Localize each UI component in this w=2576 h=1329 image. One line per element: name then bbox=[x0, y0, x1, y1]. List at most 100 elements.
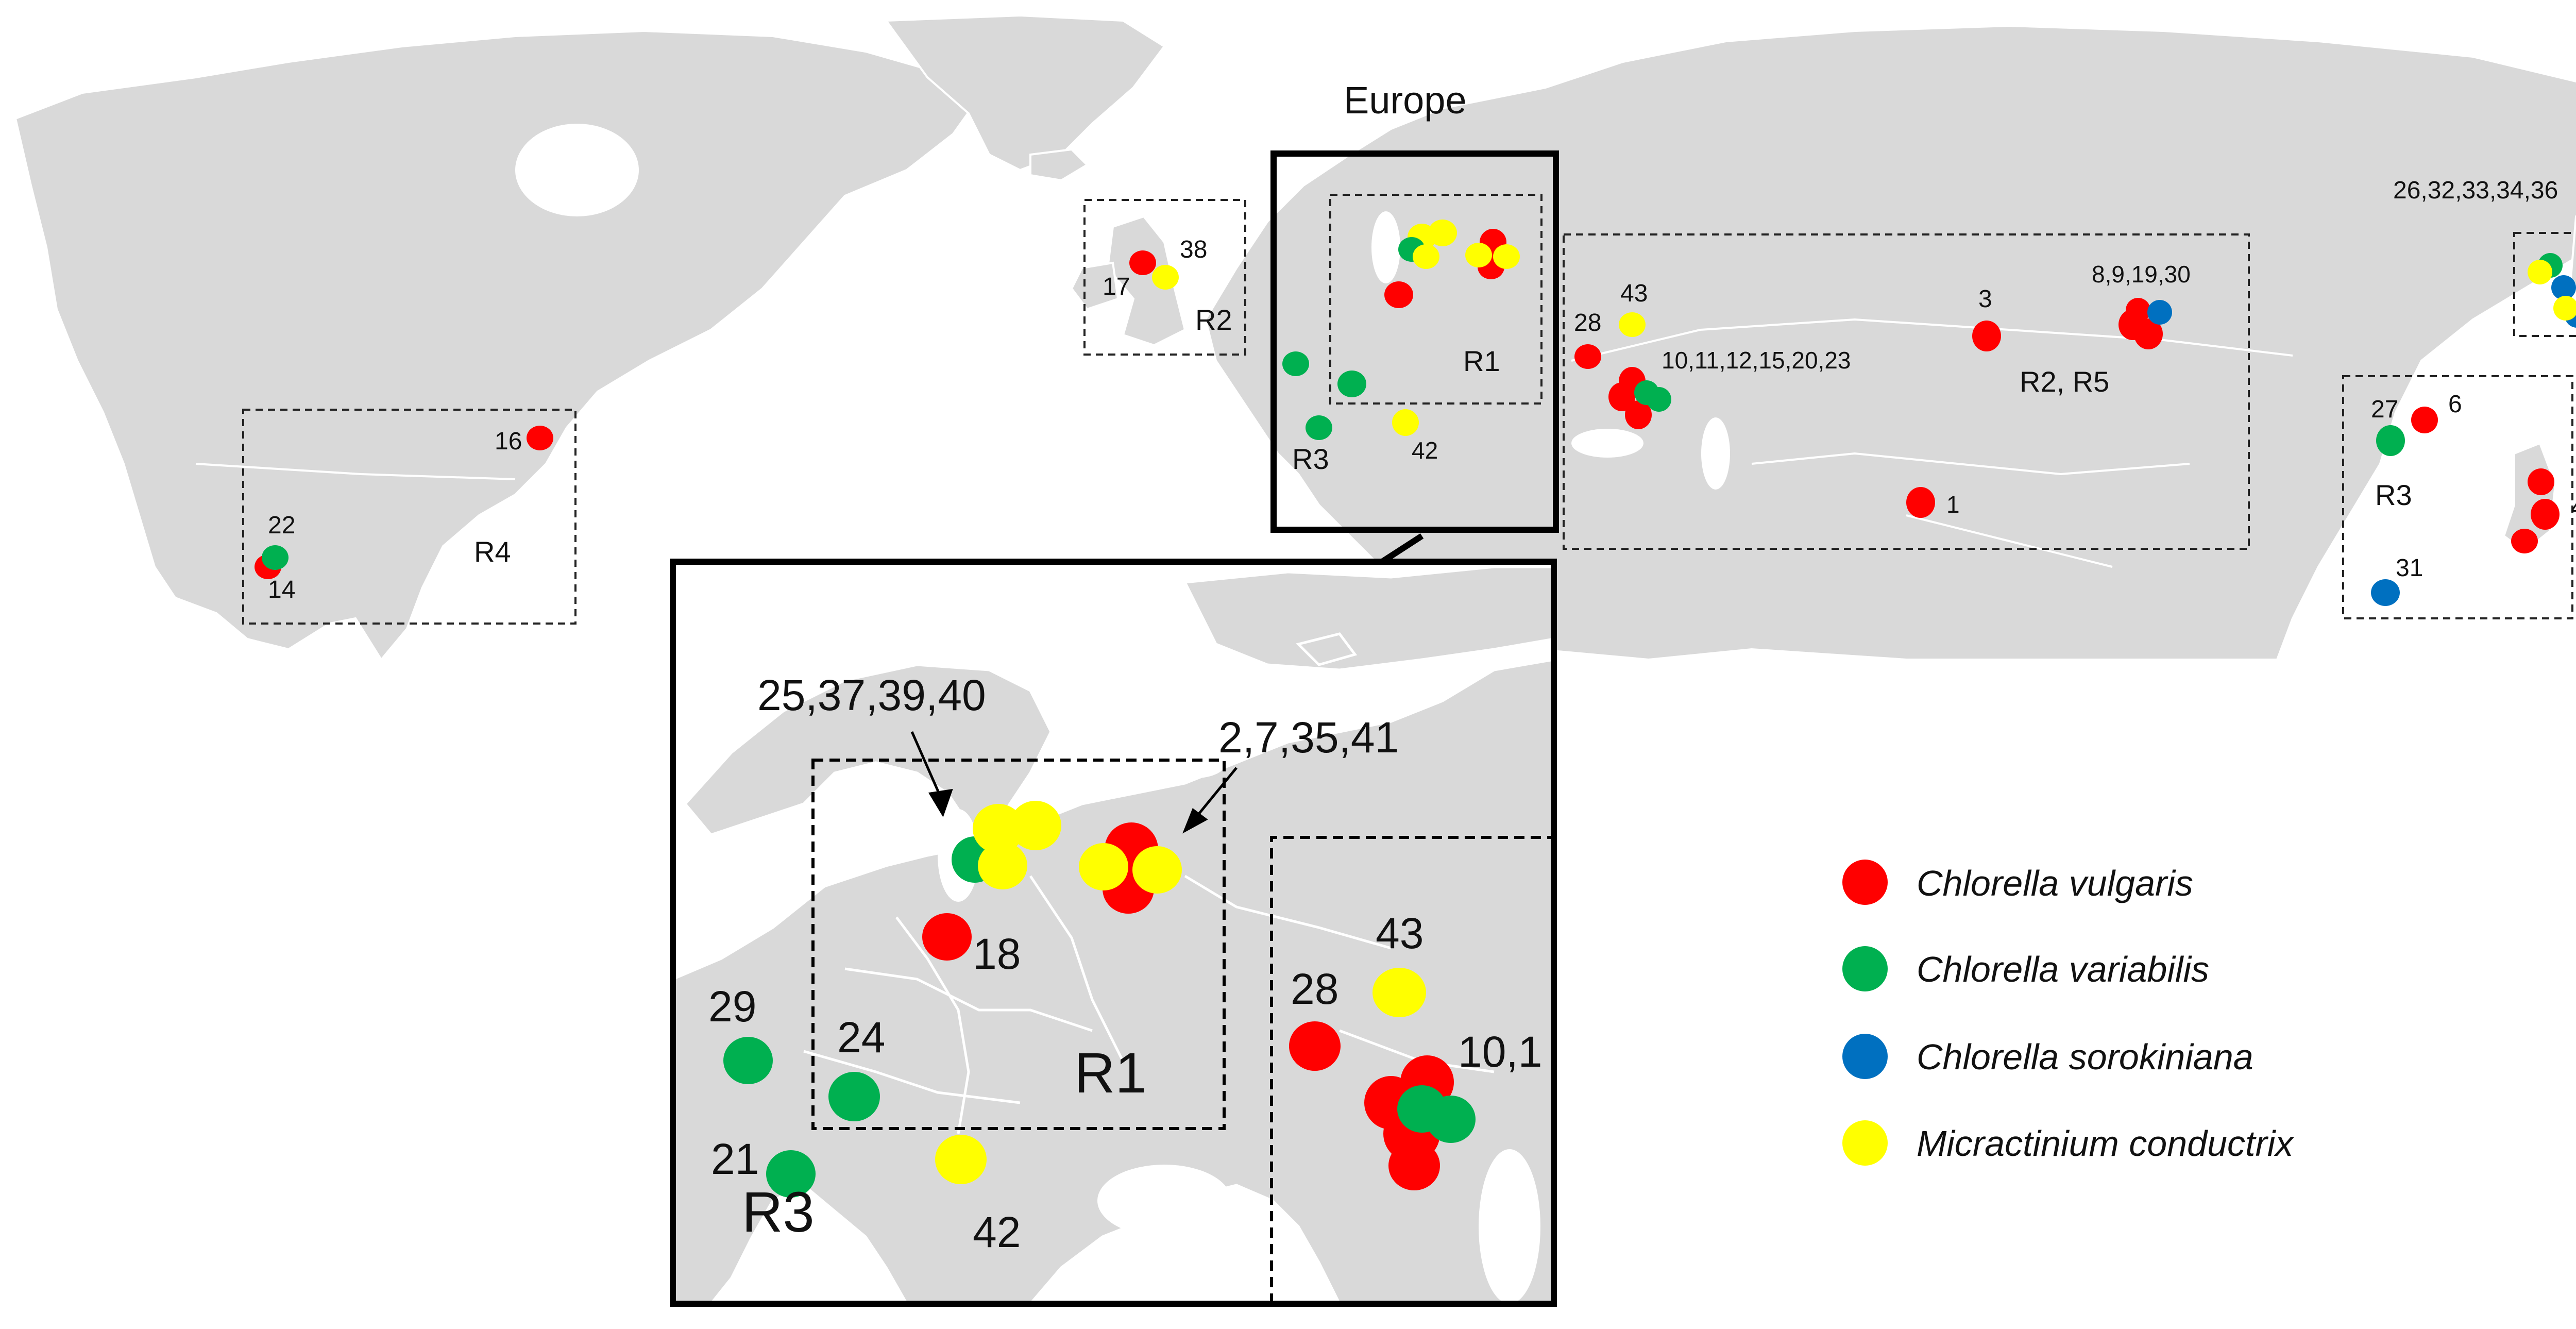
east-dot-yellow-b bbox=[2553, 296, 2576, 321]
legend: Chlorella vulgaris Chlorella variabilis … bbox=[1842, 860, 2295, 1166]
legend-label-chlorella-variabilis: Chlorella variabilis bbox=[1917, 949, 2209, 989]
inset-label-25-cluster: 25,37,39,40 bbox=[757, 671, 986, 719]
region-label-r2-britain: R2 bbox=[1195, 304, 1232, 336]
site-label-22: 22 bbox=[268, 512, 295, 539]
greenland-land bbox=[884, 14, 1166, 172]
cluster-10-red-c bbox=[1625, 400, 1652, 429]
site-43-dot bbox=[1619, 312, 1646, 337]
cluster-4-red-c bbox=[2511, 529, 2538, 553]
europe-inset: 25,37,39,40 2,7,35,41 18 29 24 R1 21 R3 … bbox=[670, 559, 1557, 1307]
cluster-10-red-b bbox=[1608, 382, 1635, 411]
inset-label-21: 21 bbox=[711, 1135, 759, 1183]
east-dot-blue-a bbox=[2551, 275, 2576, 300]
site-label-26-cluster: 26,32,33,34,36 bbox=[2393, 177, 2558, 204]
site-label-14: 14 bbox=[268, 576, 295, 603]
inset-frame bbox=[670, 559, 1557, 1307]
main-map-sites bbox=[255, 220, 2576, 606]
east-dot-yellow-a bbox=[2528, 260, 2552, 284]
site-1-dot bbox=[1906, 487, 1935, 518]
ireland-land bbox=[1070, 261, 1120, 311]
cluster-8-blue bbox=[2147, 300, 2172, 325]
inset-arctic-land bbox=[1183, 565, 1554, 671]
inset-label-28: 28 bbox=[1291, 965, 1338, 1013]
region-label-r3-east: R3 bbox=[2375, 479, 2412, 511]
legend-swatch-chlorella-variabilis bbox=[1842, 946, 1888, 991]
cluster-10-green-b bbox=[1647, 387, 1671, 412]
main-map-labels: R4 R2 R1 R3 R2, R5 R2 R3 16 22 14 17 38 … bbox=[268, 177, 2576, 603]
cluster-4-red-a bbox=[2528, 468, 2554, 495]
site-21-dot bbox=[1306, 415, 1332, 440]
site-38-dot bbox=[1152, 265, 1179, 290]
europe-frame bbox=[1270, 150, 1559, 533]
region-box-r1 bbox=[1329, 194, 1543, 405]
inset-site-18-dot bbox=[922, 913, 972, 961]
site-6-dot bbox=[2411, 407, 2438, 433]
inset-yellow-b bbox=[1010, 801, 1061, 850]
inset-site-21-dot bbox=[766, 1150, 816, 1198]
site-22-dot bbox=[262, 545, 289, 570]
inset-label-10-cluster: 10,1 bbox=[1458, 1028, 1543, 1076]
r1-dot-yellow-d bbox=[1465, 243, 1492, 267]
site-42-dot bbox=[1392, 409, 1419, 436]
cluster-4-red-b bbox=[2531, 499, 2560, 530]
region-label-r4: R4 bbox=[474, 535, 511, 568]
inset-sites bbox=[723, 801, 1476, 1198]
site-label-16: 16 bbox=[495, 428, 522, 455]
inset-cluster-green-b bbox=[1426, 1096, 1476, 1143]
region-label-r1: R1 bbox=[1463, 345, 1500, 377]
region-label-r2-r5: R2, R5 bbox=[2020, 365, 2109, 398]
region-box-r2-east bbox=[2513, 232, 2576, 337]
site-16-dot bbox=[527, 426, 553, 450]
site-17-dot bbox=[1129, 250, 1156, 275]
inland-water bbox=[515, 124, 1730, 490]
site-label-6: 6 bbox=[2448, 391, 2462, 418]
iceland-land bbox=[1029, 148, 1089, 182]
site-label-31: 31 bbox=[2396, 554, 2423, 582]
site-label-38: 38 bbox=[1180, 236, 1207, 263]
inset-yellow-d bbox=[1079, 843, 1128, 890]
site-label-43: 43 bbox=[1620, 280, 1648, 307]
site-label-28: 28 bbox=[1574, 309, 1601, 337]
inset-label-42: 42 bbox=[973, 1208, 1021, 1256]
eurasia-land bbox=[1204, 24, 2576, 661]
inset-label-29: 29 bbox=[708, 982, 756, 1031]
inset-region-box-right bbox=[1270, 836, 1554, 1304]
legend-label-chlorella-sorokiniana: Chlorella sorokiniana bbox=[1917, 1037, 2253, 1077]
site-label-10-cluster: 10,11,12,15,20,23 bbox=[1662, 347, 1851, 374]
legend-swatch-chlorella-sorokiniana bbox=[1842, 1034, 1888, 1079]
site-28-dot bbox=[1574, 344, 1601, 369]
inset-yellow-c bbox=[978, 842, 1027, 889]
inset-label-24: 24 bbox=[837, 1013, 885, 1062]
site-29-dot bbox=[1282, 351, 1309, 376]
inset-site-29-dot bbox=[723, 1037, 773, 1084]
region-label-r3-europe: R3 bbox=[1292, 443, 1329, 475]
world-landmass bbox=[14, 14, 2576, 662]
site-label-3: 3 bbox=[1978, 285, 1992, 313]
region-box-r4 bbox=[242, 409, 577, 625]
inset-black-sea bbox=[1097, 1165, 1231, 1237]
site-label-4-cluster: 4,5,13 bbox=[2571, 494, 2576, 520]
site-label-1: 1 bbox=[1946, 491, 1960, 518]
inset-caspian-sea bbox=[1479, 1149, 1540, 1304]
north-america-land bbox=[14, 29, 980, 662]
inset-region-box-r1 bbox=[811, 759, 1226, 1130]
black-sea bbox=[1571, 429, 1643, 458]
region-boxes bbox=[242, 194, 2576, 625]
site-label-42: 42 bbox=[1412, 437, 1438, 464]
british-isles-land bbox=[1106, 215, 1187, 347]
site-label-27: 27 bbox=[2371, 396, 2398, 423]
inset-pointer-arrows bbox=[910, 731, 1238, 834]
site-31-dot bbox=[2371, 579, 2400, 606]
r1-dot-yellow-e bbox=[1493, 244, 1520, 269]
inset-yellow-a bbox=[973, 804, 1024, 853]
inset-white-sea bbox=[1164, 747, 1226, 778]
legend-swatch-micractinium-conductrix bbox=[1842, 1120, 1888, 1166]
inset-label-2-cluster: 2,7,35,41 bbox=[1218, 713, 1399, 762]
inset-site-24-dot bbox=[828, 1072, 880, 1121]
site-3-dot bbox=[1972, 321, 2001, 351]
inset-label-18: 18 bbox=[973, 930, 1021, 978]
r1-dot-yellow-b bbox=[1428, 220, 1457, 246]
inset-site-42-dot bbox=[935, 1135, 987, 1184]
inset-site-43-dot bbox=[1372, 968, 1426, 1017]
